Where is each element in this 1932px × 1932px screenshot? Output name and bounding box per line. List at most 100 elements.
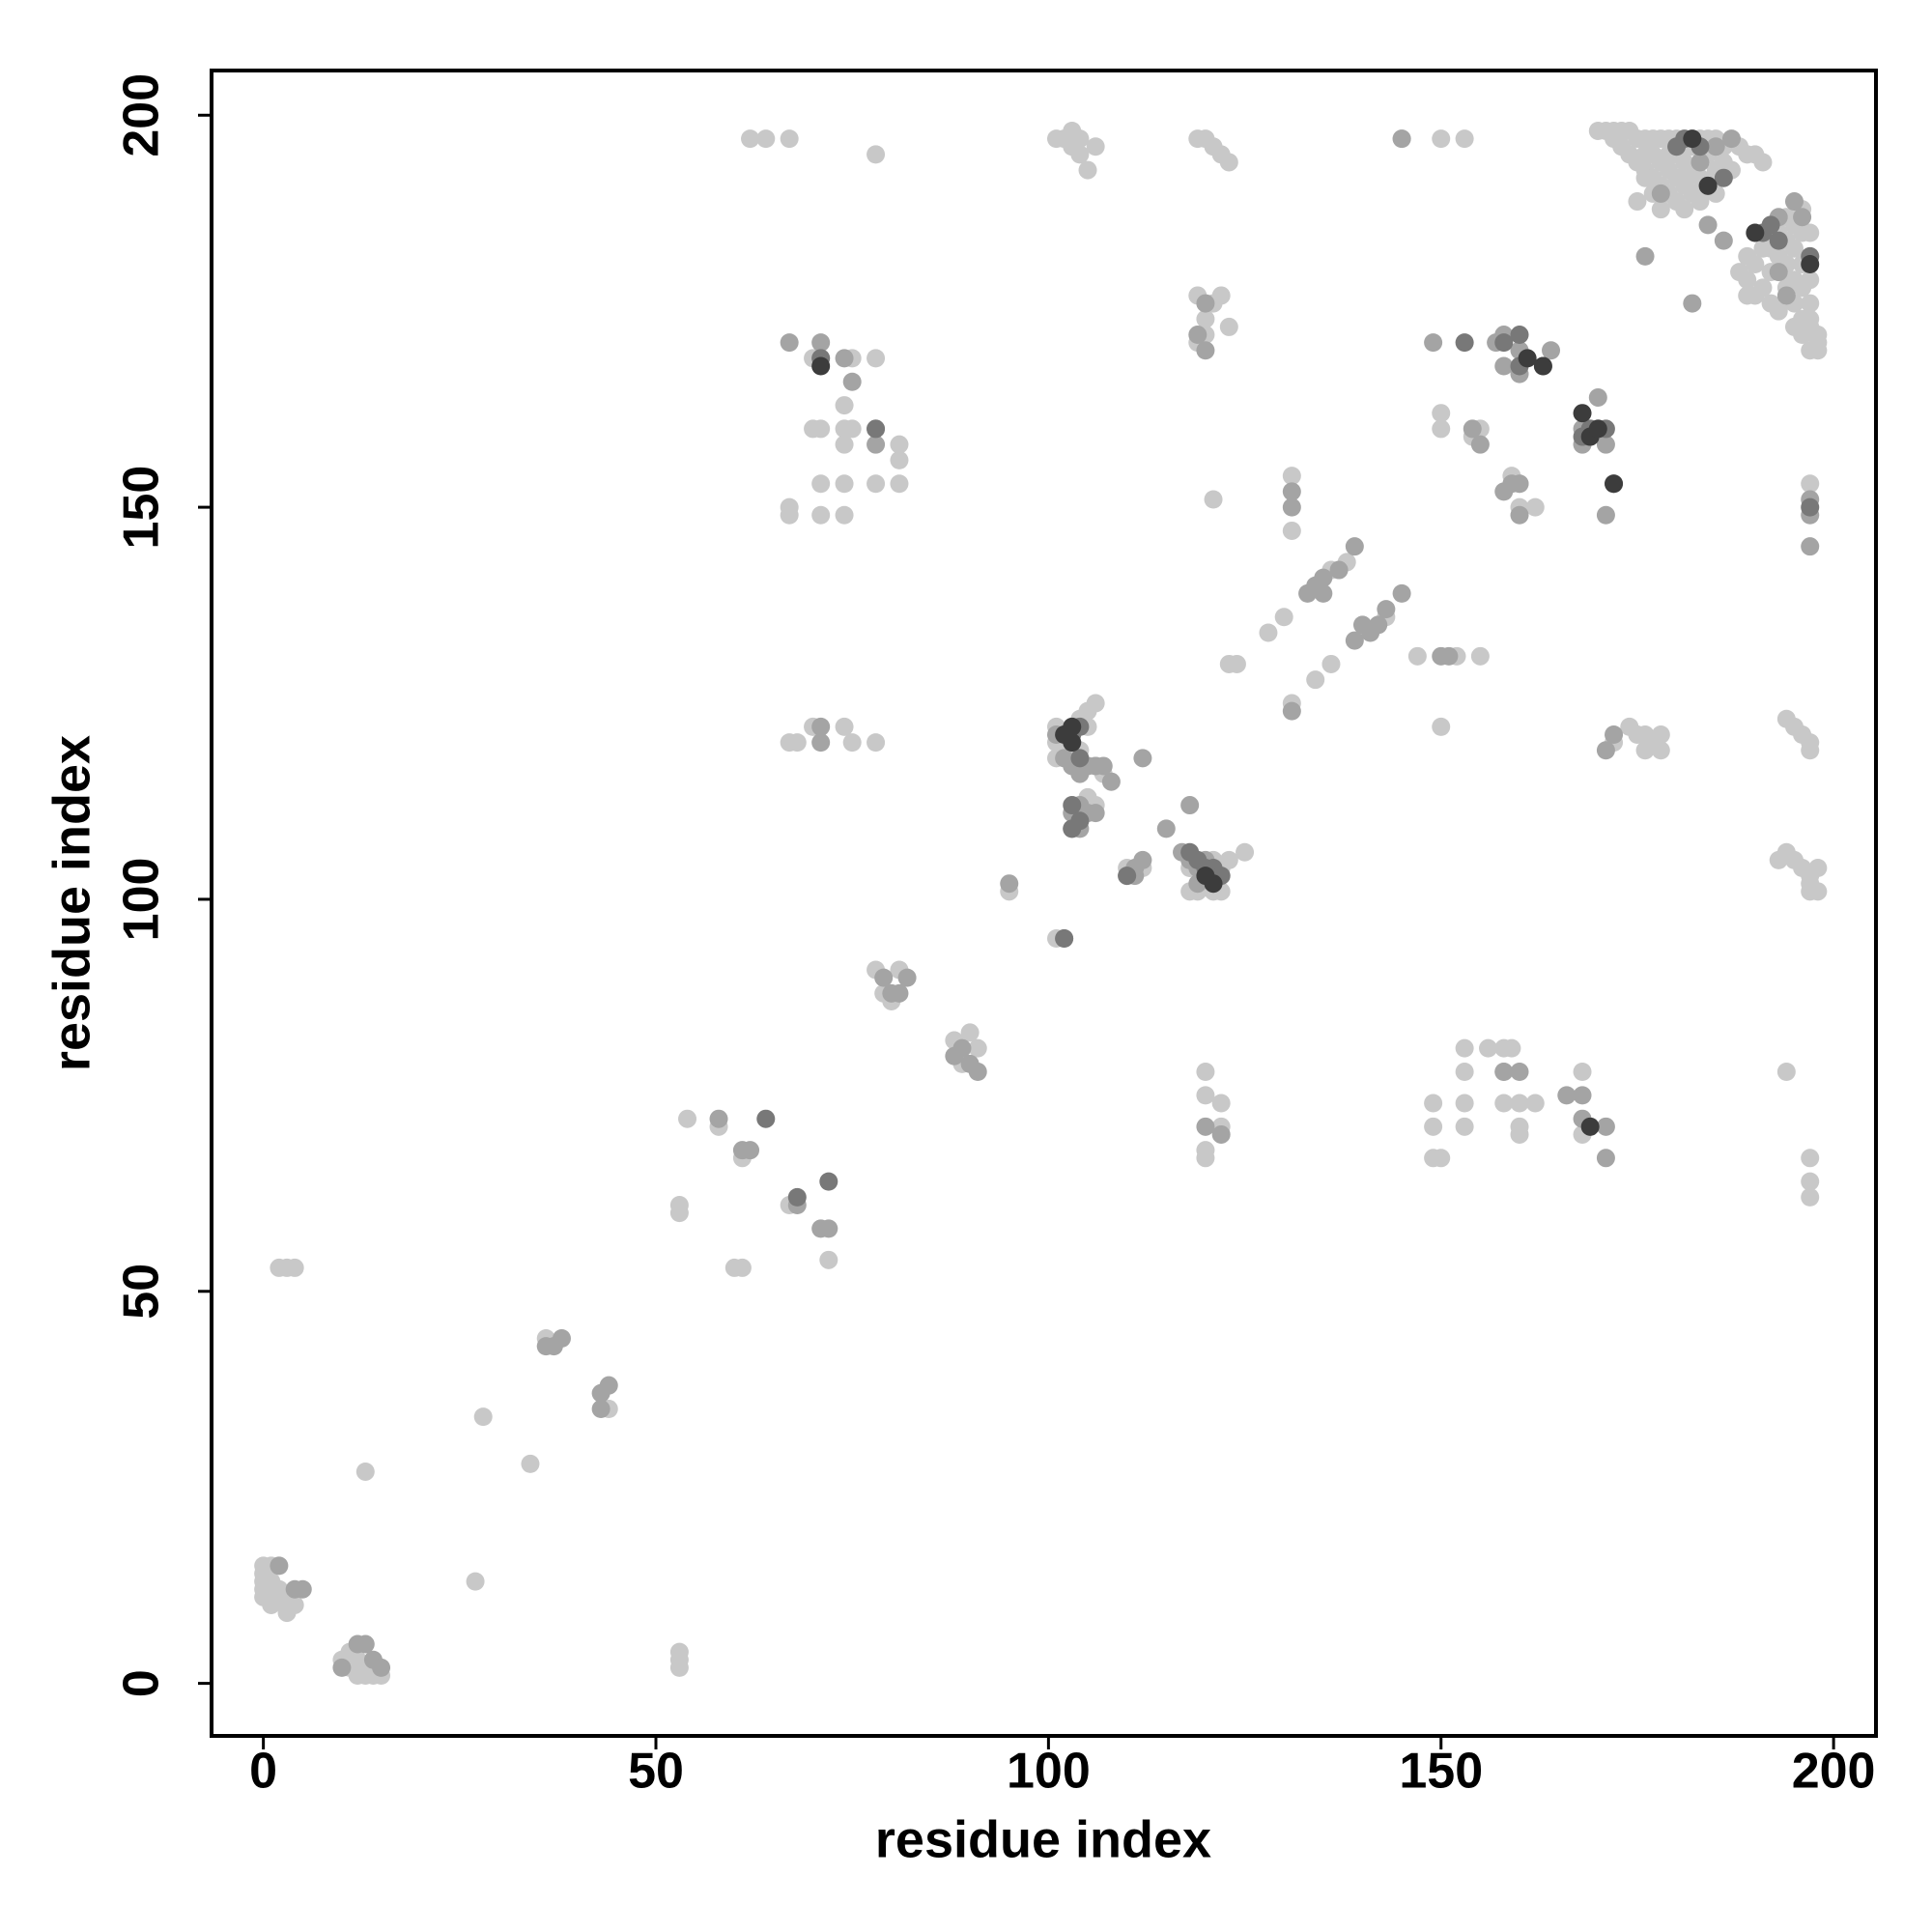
point bbox=[1675, 200, 1694, 219]
point bbox=[1086, 137, 1105, 156]
point bbox=[1063, 819, 1082, 838]
point bbox=[1479, 1038, 1498, 1058]
point bbox=[1196, 1117, 1215, 1136]
point bbox=[1094, 756, 1113, 776]
point bbox=[890, 435, 909, 454]
point bbox=[1588, 419, 1607, 439]
point bbox=[1439, 646, 1459, 666]
point bbox=[1801, 294, 1820, 313]
point bbox=[811, 356, 831, 376]
point bbox=[1219, 850, 1238, 869]
point bbox=[780, 497, 799, 517]
point bbox=[1101, 772, 1121, 791]
point bbox=[1784, 239, 1804, 258]
point bbox=[1063, 717, 1082, 736]
point bbox=[835, 396, 854, 415]
point bbox=[591, 1400, 611, 1419]
point bbox=[787, 733, 807, 753]
point bbox=[1596, 505, 1615, 525]
point bbox=[270, 1579, 289, 1599]
point bbox=[332, 1658, 352, 1677]
point bbox=[1651, 741, 1670, 760]
point bbox=[835, 474, 854, 494]
point bbox=[1557, 1086, 1577, 1105]
point bbox=[1236, 842, 1255, 862]
y-tick-label: 0 bbox=[114, 1669, 170, 1697]
point bbox=[1196, 341, 1215, 360]
point bbox=[724, 1258, 744, 1277]
point bbox=[1470, 646, 1490, 666]
point bbox=[1801, 1149, 1820, 1168]
point bbox=[1801, 474, 1820, 494]
x-tick-label: 0 bbox=[249, 1744, 277, 1800]
point bbox=[1063, 733, 1082, 753]
point bbox=[811, 733, 831, 753]
point bbox=[1211, 1124, 1231, 1144]
y-axis-label: residue index bbox=[43, 735, 100, 1071]
point bbox=[1424, 1094, 1443, 1113]
point bbox=[1580, 1117, 1600, 1136]
point bbox=[1769, 301, 1788, 321]
point bbox=[1455, 129, 1474, 149]
point bbox=[1542, 341, 1561, 360]
point bbox=[1738, 270, 1757, 290]
point bbox=[1392, 129, 1411, 149]
point bbox=[1510, 1094, 1529, 1113]
point bbox=[867, 733, 886, 753]
point bbox=[890, 450, 909, 469]
point bbox=[1133, 749, 1152, 768]
point bbox=[1502, 1038, 1521, 1058]
point bbox=[1070, 749, 1090, 768]
point bbox=[1345, 537, 1364, 556]
point bbox=[780, 129, 799, 149]
point bbox=[1211, 1094, 1231, 1113]
y-tick-label: 150 bbox=[114, 466, 170, 550]
point bbox=[819, 1250, 838, 1269]
point bbox=[1407, 646, 1427, 666]
point bbox=[867, 419, 886, 439]
y-tick-label: 200 bbox=[114, 73, 170, 157]
point bbox=[1306, 670, 1325, 690]
point bbox=[285, 1595, 304, 1614]
point bbox=[1329, 560, 1349, 580]
point bbox=[1470, 435, 1490, 454]
point bbox=[1196, 1149, 1215, 1168]
point bbox=[867, 145, 886, 164]
point bbox=[1714, 168, 1733, 187]
point bbox=[1596, 1149, 1615, 1168]
point bbox=[1156, 819, 1176, 838]
point bbox=[1196, 867, 1215, 886]
y-tick-label: 100 bbox=[114, 858, 170, 942]
point bbox=[521, 1454, 540, 1473]
point bbox=[1714, 231, 1733, 250]
point bbox=[1118, 867, 1137, 886]
point bbox=[960, 1023, 980, 1042]
point bbox=[952, 1038, 972, 1058]
point bbox=[1259, 623, 1278, 642]
point bbox=[1706, 137, 1725, 156]
point bbox=[1282, 482, 1301, 501]
y-tick-label: 50 bbox=[114, 1264, 170, 1320]
point bbox=[1070, 129, 1090, 149]
point bbox=[1494, 1063, 1514, 1082]
x-tick-label: 150 bbox=[1399, 1744, 1483, 1800]
point bbox=[1455, 1094, 1474, 1113]
point bbox=[1455, 1063, 1474, 1082]
x-tick-label: 100 bbox=[1007, 1744, 1091, 1800]
point bbox=[1377, 600, 1396, 619]
point bbox=[1314, 568, 1333, 587]
x-tick-label: 50 bbox=[628, 1744, 684, 1800]
point bbox=[1738, 286, 1757, 305]
point bbox=[1424, 333, 1443, 353]
point bbox=[1188, 326, 1208, 345]
point bbox=[709, 1109, 728, 1128]
point bbox=[835, 349, 854, 368]
point bbox=[1345, 631, 1364, 650]
point bbox=[466, 1572, 485, 1591]
x-axis-label: residue index bbox=[875, 1810, 1211, 1868]
point bbox=[1533, 356, 1552, 376]
point bbox=[1769, 231, 1788, 250]
point bbox=[867, 435, 886, 454]
